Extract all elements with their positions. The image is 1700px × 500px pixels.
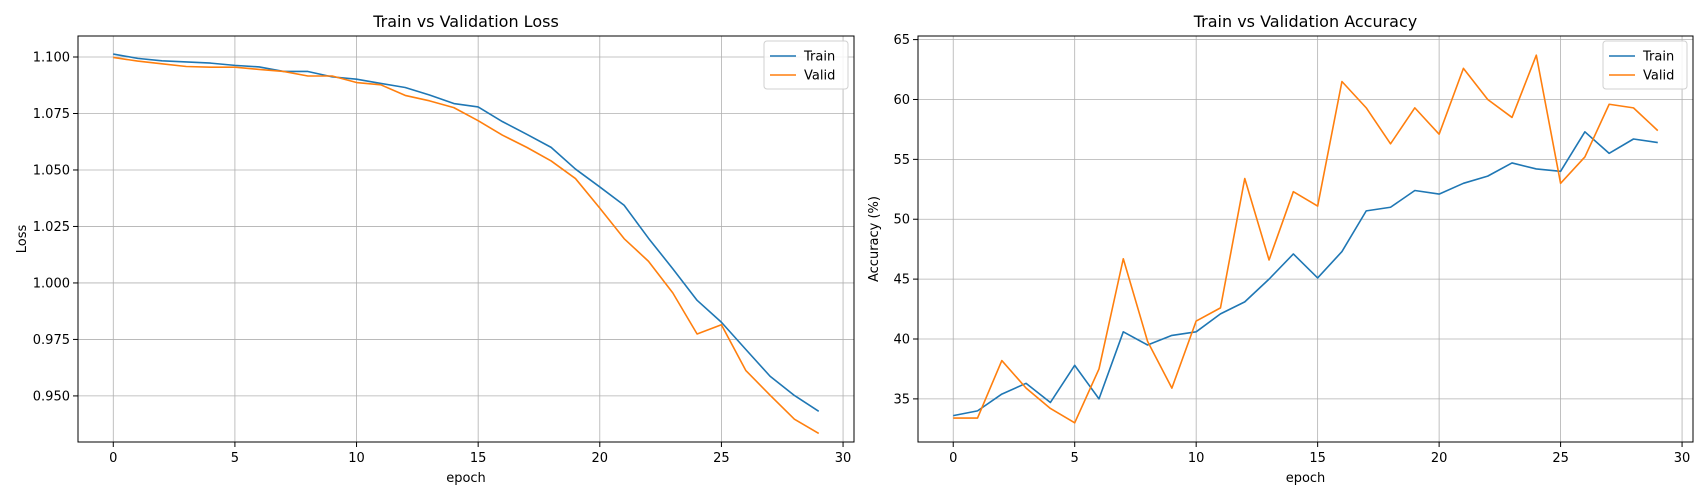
x-tick-label: 0 — [949, 451, 957, 466]
y-tick-label: 1.025 — [33, 220, 70, 235]
x-tick-label: 10 — [348, 451, 365, 466]
legend-box — [1602, 40, 1688, 90]
y-tick-label: 60 — [893, 93, 910, 108]
y-tick-label: 50 — [893, 213, 910, 228]
axes-frame — [77, 35, 855, 443]
chart-2: Train vs Validation Accuracy 0 5 10 15 20 25 30… — [867, 12, 1694, 486]
y-tick-label: 40 — [893, 333, 910, 348]
y-tick-label: 65 — [893, 33, 910, 48]
legend-label-valid: Valid — [1643, 69, 1674, 84]
y-tick-label: 0.975 — [33, 333, 70, 348]
y-tick-label: 1.100 — [33, 51, 70, 66]
series-line-valid — [953, 54, 1659, 424]
x-tick-label: 15 — [470, 451, 487, 466]
chart-title: Train vs Validation Accuracy — [1193, 12, 1418, 31]
x-tick-label: 20 — [1431, 451, 1448, 466]
x-axis-label: epoch — [1286, 471, 1326, 486]
y-tick-label: 1.075 — [33, 107, 70, 122]
x-tick-label: 0 — [109, 451, 117, 466]
legend-label-train: Train — [1642, 50, 1674, 65]
legend-box — [763, 40, 849, 90]
y-tick-label: 45 — [893, 273, 910, 288]
x-tick-label: 30 — [1674, 451, 1691, 466]
series-line-valid — [113, 56, 820, 435]
axes-frame — [917, 35, 1694, 443]
x-tick-label: 20 — [592, 451, 609, 466]
series-line-train — [953, 131, 1658, 417]
x-tick-label: 5 — [231, 451, 239, 466]
y-tick-label: 1.000 — [33, 276, 70, 291]
legend-label-train: Train — [803, 50, 835, 65]
y-tick-label: 35 — [893, 392, 910, 407]
y-tick-label: 55 — [893, 153, 910, 168]
y-axis-label: Accuracy (%) — [867, 196, 882, 282]
chart-title: Train vs Validation Loss — [372, 12, 559, 31]
x-tick-label: 30 — [835, 451, 852, 466]
x-tick-label: 15 — [1309, 451, 1326, 466]
x-tick-label: 5 — [1071, 451, 1079, 466]
y-tick-label: 0.950 — [33, 389, 70, 404]
x-tick-label: 10 — [1188, 451, 1205, 466]
x-tick-label: 25 — [713, 451, 730, 466]
y-tick-label: 1.050 — [33, 163, 70, 178]
series-line-train — [113, 53, 820, 412]
chart-1: Train vs Validation Loss 0 5 10 15 20 25 30 0.95… — [15, 12, 855, 486]
y-axis-label: Loss — [15, 225, 30, 254]
legend-label-valid: Valid — [804, 69, 835, 84]
x-tick-label: 25 — [1552, 451, 1569, 466]
x-axis-label: epoch — [446, 471, 486, 486]
